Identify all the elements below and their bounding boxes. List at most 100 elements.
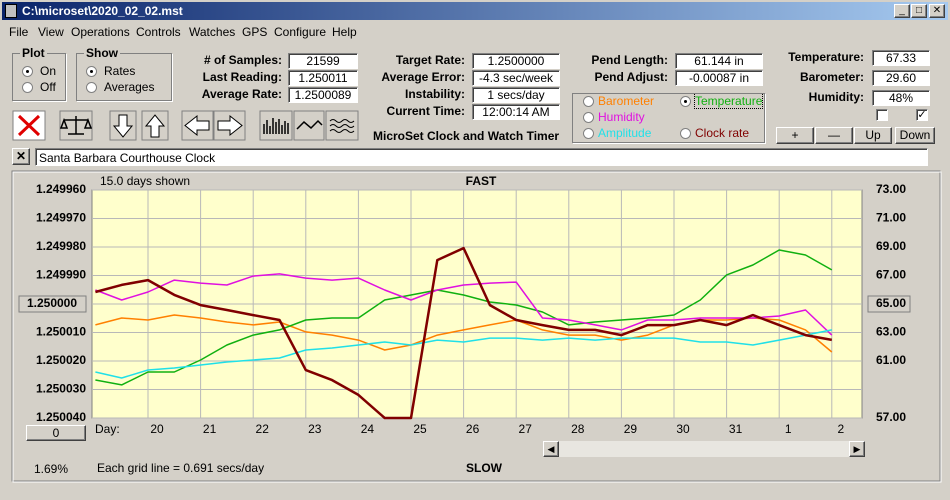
x-tick-label: 1 — [785, 422, 792, 436]
legend-radio[interactable] — [680, 128, 691, 139]
up-button[interactable] — [141, 110, 169, 141]
readout-value: 1.2500089 — [288, 87, 358, 103]
x-tick-label: 25 — [413, 422, 427, 436]
left-button[interactable] — [181, 110, 214, 141]
y-tick-label: 1.250020 — [36, 353, 86, 367]
y2-tick-label: 65.00 — [876, 296, 906, 310]
readout-label: Average Rate: — [201, 87, 282, 101]
bottom-label: SLOW — [466, 461, 503, 475]
y-tick-label: 1.250030 — [36, 382, 86, 396]
y-tick-label: 1.249960 — [36, 182, 86, 196]
radio-button[interactable] — [22, 66, 33, 77]
button[interactable]: Up — [854, 127, 892, 144]
radio-button[interactable] — [86, 66, 97, 77]
menu-item[interactable]: Configure — [274, 25, 327, 39]
window-title: C:\microset\2020_02_02.mst — [22, 4, 183, 18]
x-tick-label: 23 — [308, 422, 322, 436]
watch-close-button[interactable]: ✕ — [12, 148, 30, 165]
x-tick-label: 28 — [571, 422, 585, 436]
series-line — [95, 246, 833, 420]
legend-radio[interactable] — [680, 96, 691, 107]
x-tick-label: 24 — [361, 422, 375, 436]
histogram-button[interactable] — [259, 110, 293, 141]
y-tick-label: 1.249990 — [36, 268, 86, 282]
days-shown: 15.0 days shown — [100, 174, 190, 188]
readout-label: Temperature: — [788, 50, 864, 64]
radio-button[interactable] — [86, 82, 97, 93]
menu-item[interactable]: Operations — [71, 25, 130, 39]
readout-label: Pend Length: — [591, 53, 668, 67]
menu-item[interactable]: GPS — [242, 25, 268, 39]
radio-label[interactable]: Averages — [104, 80, 155, 94]
radio-label[interactable]: Off — [40, 80, 56, 94]
y-tick-label: 1.249980 — [36, 239, 86, 253]
menu-item[interactable]: File — [9, 25, 29, 39]
y2-tick-label: 57.00 — [876, 410, 906, 424]
readout-label: Pend Adjust: — [594, 70, 668, 84]
series-line — [95, 249, 833, 386]
plot-group-title: Plot — [20, 46, 47, 60]
waves-button[interactable] — [325, 110, 359, 141]
legend-radio[interactable] — [583, 128, 594, 139]
button[interactable]: + — [776, 127, 814, 144]
offset-button[interactable]: 0 — [26, 425, 86, 441]
readout-label: Average Error: — [381, 70, 465, 84]
radio-button[interactable] — [22, 82, 33, 93]
series-line — [95, 273, 833, 336]
readout-label: Instability: — [404, 87, 465, 101]
x-tick-label: 31 — [729, 422, 743, 436]
legend-label[interactable]: Amplitude — [598, 126, 652, 140]
minimize-button[interactable]: _ — [894, 4, 910, 18]
checkbox[interactable]: ✓ — [916, 109, 928, 121]
toolbar — [12, 110, 359, 141]
scrollbar[interactable]: ◀ ▶ — [543, 441, 865, 457]
show-group-title: Show — [84, 46, 120, 60]
menu-item[interactable]: View — [38, 25, 64, 39]
y2-tick-label: 67.00 — [876, 268, 906, 282]
plot-group — [12, 53, 66, 101]
y2-tick-label: 73.00 — [876, 182, 906, 196]
y2-tick-label: 71.00 — [876, 211, 906, 225]
menu-item[interactable]: Watches — [189, 25, 236, 39]
menu-item[interactable]: Help — [332, 25, 357, 39]
readout-value: 61.144 in — [675, 53, 763, 69]
down-button[interactable] — [109, 110, 137, 141]
button[interactable]: Down — [895, 127, 935, 144]
y2-tick-label: 61.00 — [876, 353, 906, 367]
balance-button[interactable] — [59, 110, 93, 141]
readout-label: Current Time: — [386, 104, 465, 118]
x-tick-label: 2 — [837, 422, 844, 436]
button[interactable]: — — [815, 127, 853, 144]
series-line — [95, 314, 833, 353]
legend-radio[interactable] — [583, 112, 594, 123]
legend-label[interactable]: Humidity — [598, 110, 645, 124]
maximize-button[interactable]: □ — [911, 4, 927, 18]
radio-label[interactable]: On — [40, 64, 57, 78]
legend-label[interactable]: Clock rate — [695, 126, 750, 140]
close-button[interactable]: ✕ — [929, 4, 945, 18]
show-group — [76, 53, 172, 101]
checkbox[interactable] — [876, 109, 888, 121]
y-tick-label: 1.250010 — [36, 325, 86, 339]
y-tick-label: 1.250000 — [27, 296, 77, 310]
legend-label[interactable]: Temperature — [693, 93, 764, 109]
watch-name-field[interactable]: Santa Barbara Courthouse Clock — [35, 148, 928, 166]
readout-label: Barometer: — [799, 70, 864, 84]
x-tick-label: 20 — [150, 422, 164, 436]
scroll-left[interactable]: ◀ — [543, 441, 559, 457]
menu-item[interactable]: Controls — [136, 25, 181, 39]
right-button[interactable] — [213, 110, 246, 141]
wave-button[interactable] — [293, 110, 325, 141]
series-line — [95, 329, 832, 379]
app-icon — [5, 4, 17, 18]
tick-button — [867, 295, 911, 313]
series-select-group — [572, 93, 765, 143]
scroll-right[interactable]: ▶ — [849, 441, 865, 457]
legend-label[interactable]: Barometer — [598, 94, 655, 108]
clear-button[interactable] — [12, 110, 46, 141]
app-title: MicroSet Clock and Watch Timer — [373, 129, 560, 143]
radio-label[interactable]: Rates — [104, 64, 136, 78]
title-bar — [2, 2, 948, 20]
legend-radio[interactable] — [583, 96, 594, 107]
